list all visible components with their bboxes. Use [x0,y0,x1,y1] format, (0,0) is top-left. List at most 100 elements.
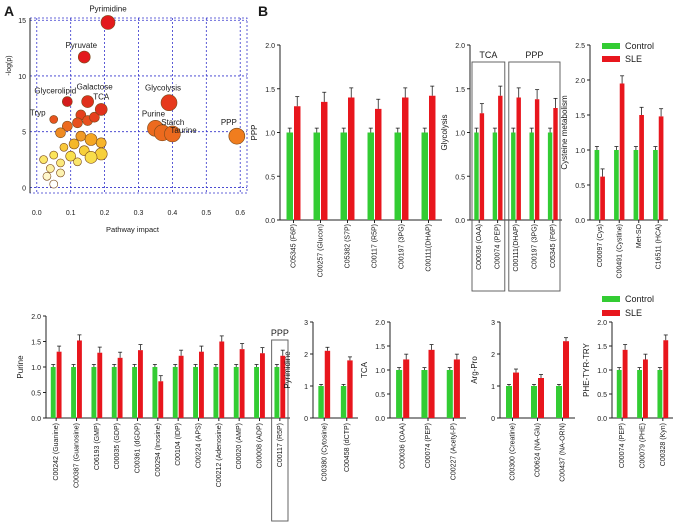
y-tick-label: 1.0 [265,131,275,138]
bar-control [614,150,619,220]
y-tick-label: 1.5 [597,344,607,351]
legend-sle-label: SLE [625,308,642,318]
pathway-point-taurine [164,125,181,143]
x-tick-label: C00380 (Cytosine) [321,423,328,481]
point-label: Tryp [30,108,46,117]
y-tick-label: 0 [304,416,308,423]
x-tick-label: C00074 (PEP) [425,423,432,468]
y-tick-label: 0 [22,185,26,192]
y-tick-label: 1.5 [375,344,385,351]
y-tick-label: 0.0 [597,416,607,423]
y-tick-label: 5 [22,130,26,137]
y-tick-label: 0.5 [265,174,275,181]
y-tick-label: 1.5 [455,87,465,94]
legend-top: Control SLE [602,41,654,64]
legend-control-label: Control [625,294,654,304]
bar-sle [375,108,382,220]
bar-sle [239,349,245,418]
bar-sle [219,341,225,418]
y-tick-label: 0.0 [265,218,275,225]
x-axis-title: Pathway impact [106,225,160,234]
y-tick-label: 1 [491,384,495,391]
x-tick-label: C00212 (Adenosine) [216,423,223,487]
x-tick-label: C05382 (S7P) [345,224,352,268]
y-tick-label: 0.5 [31,391,41,398]
x-tick-label: 0.2 [100,210,110,217]
bar-sle [294,106,301,220]
legend-control-swatch [602,43,620,49]
y-axis-title: PPP [250,124,259,140]
point-label: Pyrimidine [89,4,127,13]
bar-sle [534,99,540,220]
bar-control [421,132,428,220]
bar-control [616,370,622,418]
x-tick-label: C00361 (dGDP) [135,423,142,473]
x-tick-label: C00387 (Guanosine) [74,423,81,488]
bar-control [394,132,401,220]
bar-control [511,132,516,220]
x-tick-label: C00097 (Cys) [597,224,604,267]
bar-control [254,367,259,418]
x-tick-label: 0.0 [32,210,42,217]
bar-sle [479,113,485,220]
bar-sle [643,359,648,418]
pathway-point [55,127,66,139]
bar-sle [538,378,544,418]
y-tick-label: 1.0 [31,365,41,372]
bar-sle [280,355,286,418]
x-tick-label: C00197 (3PG) [399,224,406,269]
y-tick-label: 2.0 [265,43,275,50]
legend-control-label: Control [625,41,654,51]
y-axis-title: PHE-TYR-TRY [582,343,591,397]
bar-control [474,132,479,220]
y-tick-label: 1.5 [575,113,585,120]
pathway-scatter: 0 5 10 15 0.0 0.1 0.2 0.3 0.4 0.5 0.6 Pathway impac… [6,4,248,234]
x-tick-label: 0.5 [201,210,211,217]
legend-control-swatch [602,296,620,302]
pathway-point-pyrimidine [100,15,116,30]
y-tick-label: 0.0 [455,218,465,225]
bar-sle [498,95,503,220]
bar-sle [77,340,82,418]
group-box [471,61,506,292]
y-tick-label: 2.0 [375,320,385,327]
bar-sle [622,349,628,418]
bar-sle [513,372,519,418]
bar-control [653,150,658,220]
pathway-point [84,133,98,146]
bar-control [233,367,239,418]
bar-control [633,150,639,220]
group-label: TCA [479,50,497,60]
group-label: PPP [271,328,289,338]
bar-control [340,132,347,220]
bar-control [421,370,428,418]
pathway-point [49,150,59,160]
pathway-point-tca [94,103,108,116]
group-box [271,339,289,522]
bar-sle [324,350,331,418]
y-tick-label: 0.0 [375,416,385,423]
bar-sle [321,101,328,220]
bar-control [318,386,324,418]
bar-sle [402,97,409,220]
point-label: Taurine [170,126,197,135]
y-axis-title: Pyrimidine [283,351,292,389]
point-label: Galactose [77,83,114,92]
y-tick-label: 2.0 [575,78,585,85]
bar-sle [348,97,355,220]
x-tick-label: C00117 (R5P) [277,423,284,467]
y-tick-label: 2 [491,352,495,359]
y-tick-label: 1 [304,384,308,391]
bar-control [172,367,178,418]
bar-sle [658,116,664,220]
x-tick-label: C00111(DHAP) [426,224,433,272]
bar-sle [138,350,143,418]
bar-sle [429,95,436,220]
bar-control [132,367,137,418]
x-tick-label: C00036 (OAA) [476,224,483,270]
bar-control [396,370,403,418]
legend-sle-swatch [602,310,620,316]
x-tick-label: C00300 (Creatine) [510,423,517,481]
y-axis-title: Cysteine metabolism [560,95,569,170]
x-tick-label: C00104 (IDP) [175,423,182,466]
